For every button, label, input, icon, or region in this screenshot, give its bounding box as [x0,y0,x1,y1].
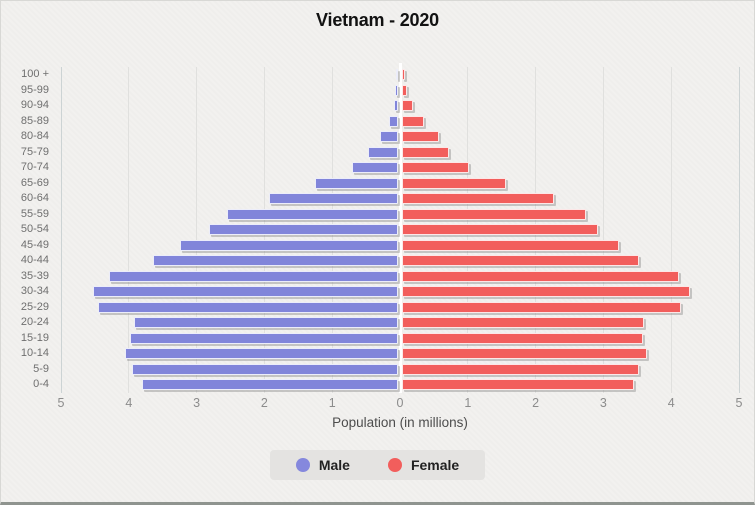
male-bar[interactable] [97,301,398,313]
age-group-label: 40-44 [20,254,49,267]
male-bar[interactable] [368,146,398,158]
legend-female-label: Female [410,457,460,473]
female-bar[interactable] [402,239,619,251]
male-bar[interactable] [92,286,398,298]
gridline [128,67,130,393]
age-group-label: 55-59 [20,207,49,220]
x-tick-label: 4 [125,396,133,410]
male-bar[interactable] [179,239,398,251]
age-axis-labels: 100 + 95-99 90-94 85-89 80-84 75-79 70-74 65-69… [1,67,55,393]
male-bar[interactable] [132,363,398,375]
age-group-label: 90-94 [20,99,49,112]
female-bar[interactable] [402,255,640,267]
x-axis-ticks: 5 4 3 2 1 0 1 2 3 4 5 [58,396,743,412]
age-group-label: 30-34 [20,285,49,298]
legend-box: Male Female [269,450,486,480]
gridline [670,67,672,393]
gridline [602,67,604,393]
male-bar[interactable] [379,131,398,143]
gridline [196,67,198,393]
age-group-label: 15-19 [20,331,49,344]
age-group-label: 100 + [21,68,49,80]
x-tick-label: 3 [599,396,607,410]
age-group-label: 70-74 [20,161,49,174]
x-tick-label: 0 [396,396,404,410]
male-bar[interactable] [153,255,398,267]
age-group-label: 25-29 [20,300,49,313]
x-tick-label: 2 [532,396,540,410]
female-bar[interactable] [402,379,634,391]
legend-male-label: Male [318,457,350,473]
male-bar[interactable] [393,100,398,112]
x-tick-label: 4 [667,396,675,410]
male-bar[interactable] [129,332,398,344]
age-group-label: 5-9 [33,362,49,375]
male-bar[interactable] [124,348,398,360]
legend-item-male[interactable]: Male [295,457,350,473]
female-bar[interactable] [402,348,648,360]
age-group-label: 10-14 [20,347,49,360]
male-bar[interactable] [269,193,398,205]
age-group-label: 85-89 [20,114,49,127]
female-bar[interactable] [402,286,691,298]
female-bar[interactable] [402,100,413,112]
male-bar[interactable] [208,224,398,236]
female-bar[interactable] [402,84,407,96]
x-tick-label: 5 [735,396,743,410]
female-bar[interactable] [402,301,682,313]
female-bar[interactable] [402,115,425,127]
male-bar[interactable] [109,270,398,282]
male-swatch-icon [295,458,310,472]
chart-title: Vietnam - 2020 [316,10,439,30]
female-bar[interactable] [402,208,586,220]
female-swatch-icon [387,458,402,472]
male-bar[interactable] [133,317,398,329]
male-bar[interactable] [395,84,398,96]
age-group-label: 80-84 [20,130,49,143]
age-group-label: 65-69 [20,176,49,189]
female-bar[interactable] [402,162,470,174]
male-bar[interactable] [315,177,398,189]
zero-axis-line [398,63,402,393]
female-bar[interactable] [402,69,405,80]
x-tick-label: 3 [193,396,201,410]
x-tick-label: 1 [328,396,336,410]
female-bar[interactable] [402,131,440,143]
x-axis-title: Population (in millions) [332,415,468,430]
female-bar[interactable] [402,317,644,329]
male-bar[interactable] [141,379,398,391]
female-bar[interactable] [402,363,640,375]
male-bar[interactable] [389,115,398,127]
age-group-label: 75-79 [20,145,49,158]
male-bar[interactable] [351,162,398,174]
male-bar[interactable] [395,69,398,80]
age-group-label: 45-49 [20,238,49,251]
age-group-label: 20-24 [20,316,49,329]
x-tick-label: 1 [464,396,472,410]
gridline [60,67,62,393]
male-bar[interactable] [227,208,398,220]
female-bar[interactable] [402,224,598,236]
legend-item-female[interactable]: Female [387,457,460,473]
age-group-label: 60-64 [20,192,49,205]
x-tick-label: 5 [57,396,65,410]
x-tick-label: 2 [260,396,268,410]
age-group-label: 50-54 [20,223,49,236]
age-group-label: 95-99 [20,83,49,96]
female-bar[interactable] [402,146,449,158]
age-group-label: 35-39 [20,269,49,282]
female-bar[interactable] [402,270,680,282]
legend: Male Female [1,450,754,480]
gridline [738,67,740,393]
plot-area [60,63,740,393]
female-bar[interactable] [402,332,644,344]
female-bar[interactable] [402,177,506,189]
age-group-label: 0-4 [33,378,49,391]
female-bar[interactable] [402,193,554,205]
